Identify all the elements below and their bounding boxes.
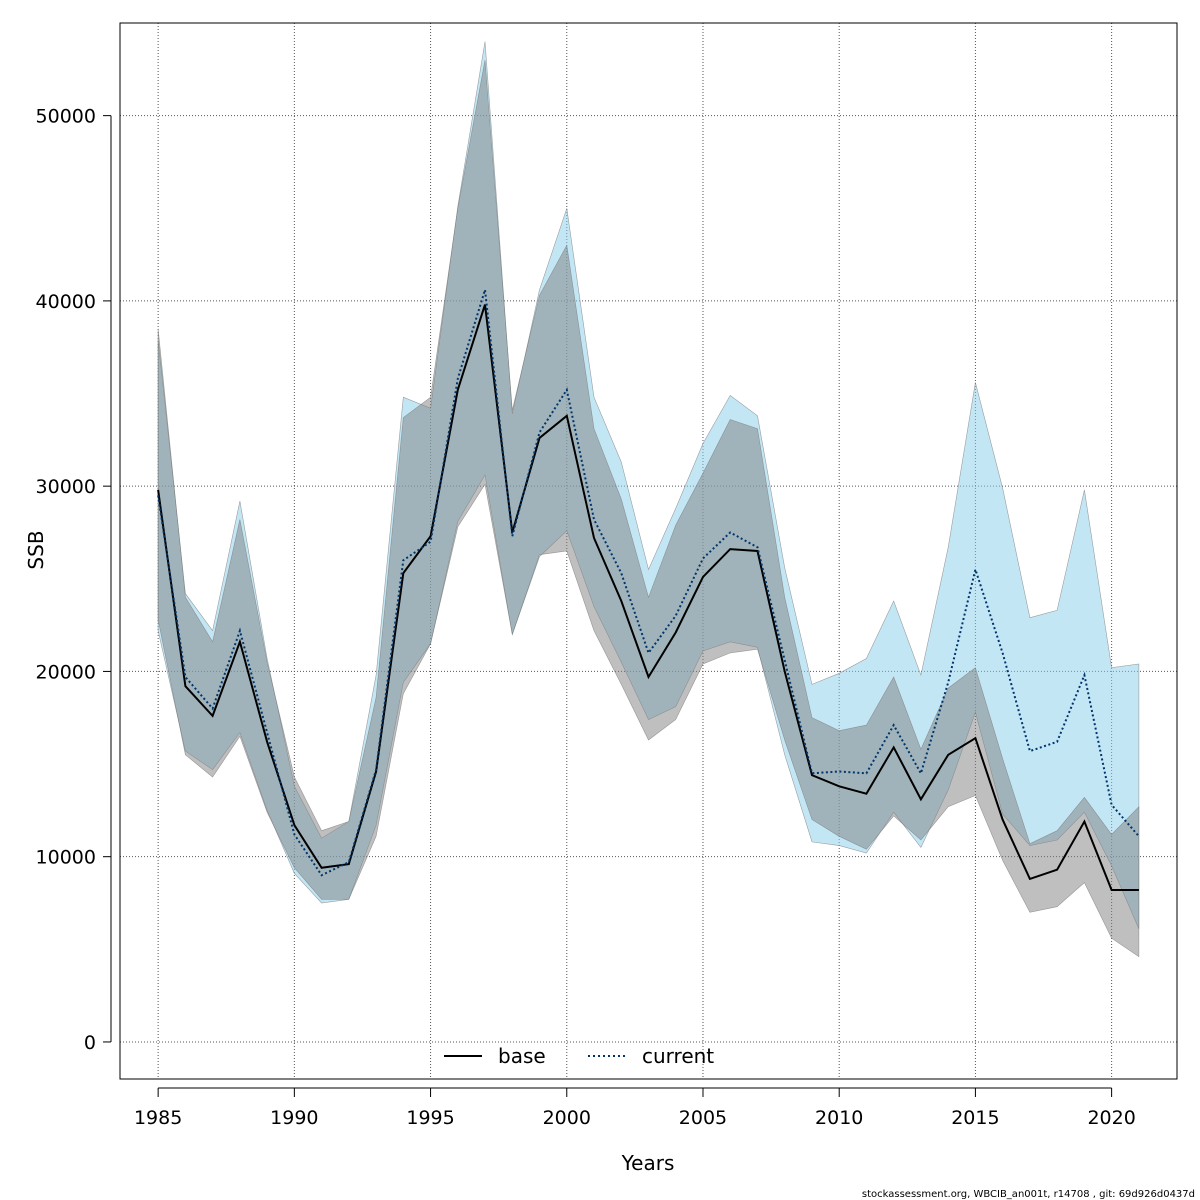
y-tick-label-10000: 10000 xyxy=(36,847,96,869)
x-tick-label-2005: 2005 xyxy=(679,1107,727,1129)
confidence-bands xyxy=(157,41,1140,958)
x-tick-label-2020: 2020 xyxy=(1087,1107,1135,1129)
x-tick-label-2015: 2015 xyxy=(951,1107,999,1129)
y-tick-label-30000: 30000 xyxy=(36,476,96,498)
x-tick-label-1990: 1990 xyxy=(270,1107,318,1129)
x-axis: 1985 1990 1995 2000 2005 2010 2015 2020 xyxy=(134,1087,1136,1129)
x-tick-label-2010: 2010 xyxy=(815,1107,863,1129)
plot-frame xyxy=(119,22,1178,1080)
x-axis-title: Years xyxy=(621,1151,675,1175)
y-axis: 0 10000 20000 30000 40000 50000 xyxy=(36,106,112,1054)
series-lines xyxy=(157,289,1140,891)
y-tick-label-20000: 20000 xyxy=(36,661,96,683)
x-tick-label-1995: 1995 xyxy=(406,1107,454,1129)
footer-note: stockassessment.org, WBCIB_an001t, r1470… xyxy=(862,1189,1195,1200)
series-line-base xyxy=(157,304,1139,891)
grid xyxy=(120,23,1177,1079)
legend-label-base: base xyxy=(498,1044,546,1068)
y-tick-label-50000: 50000 xyxy=(36,106,96,128)
legend: base current xyxy=(444,1044,714,1068)
x-tick-label-1985: 1985 xyxy=(134,1107,182,1129)
series-line-current xyxy=(157,289,1140,877)
x-tick-label-2000: 2000 xyxy=(543,1107,591,1129)
band-base xyxy=(157,60,1140,958)
y-tick-label-0: 0 xyxy=(84,1032,96,1054)
y-axis-title: SSB xyxy=(24,530,48,569)
legend-label-current: current xyxy=(642,1044,714,1068)
y-tick-label-40000: 40000 xyxy=(36,291,96,313)
